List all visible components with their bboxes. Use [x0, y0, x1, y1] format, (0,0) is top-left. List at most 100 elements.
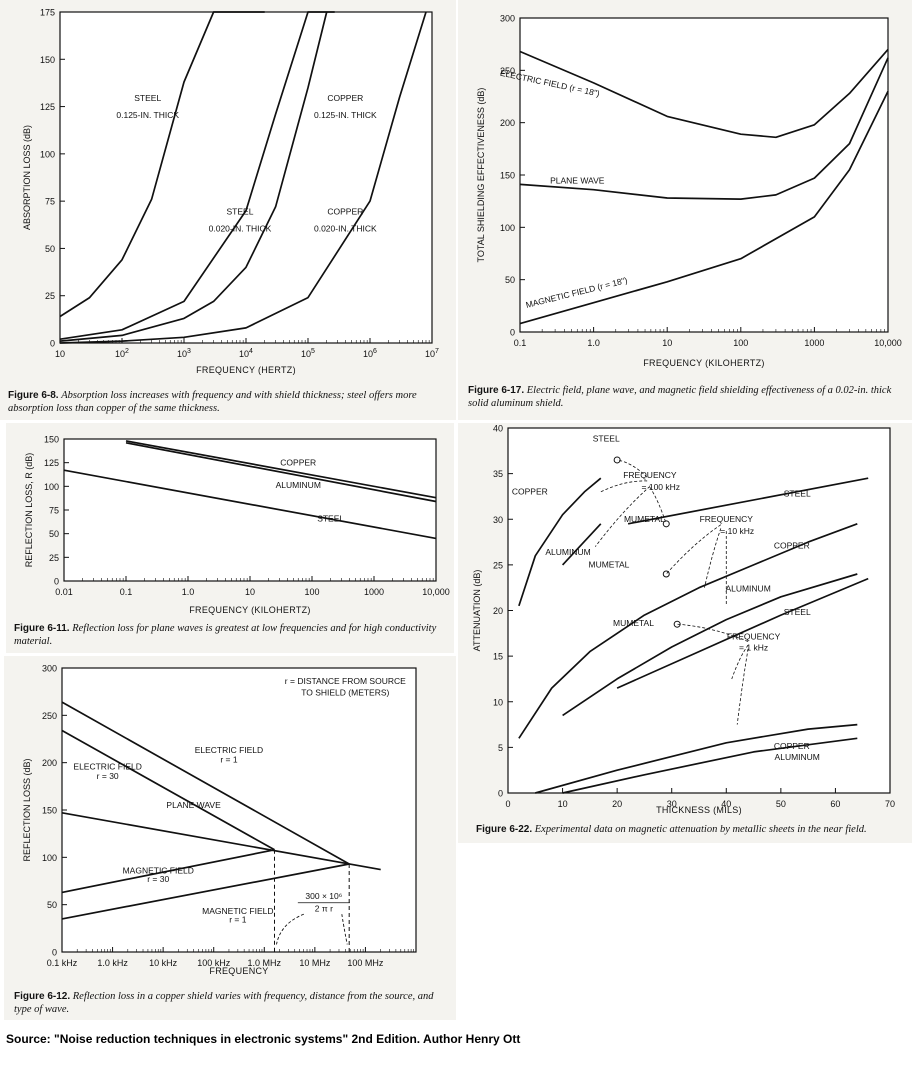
dashed-connector	[736, 648, 749, 725]
curve-label: COPPER	[327, 206, 363, 216]
series-line-3	[518, 523, 858, 739]
y-tick-label: 10	[493, 697, 503, 707]
curve-label: COPPER	[327, 93, 363, 103]
x-tick-label: 10,000	[874, 338, 902, 348]
x-tick-label: 10	[558, 799, 568, 809]
figure-6-17-panel: 0 50 100 150 200 250 300 0.1 1.0 10 100 1000 10,000 F…	[458, 0, 912, 420]
figure-6-17-chart: 0 50 100 150 200 250 300 0.1 1.0 10 100 1000 10,000 F…	[476, 14, 902, 369]
y-axis-label: REFLECTION LOSS, R (dB)	[24, 453, 34, 568]
curve-label: = 100 kHz	[642, 482, 681, 492]
curve-label: ELECTRIC FIELD	[73, 761, 142, 771]
figure-6-22-chart: 0 5 10 15 20 25 30 35 40 0 10 20 30 40 50 60 70 THICKNESS…	[472, 424, 895, 816]
y-tick-label: 50	[45, 244, 55, 254]
figure-6-8-chart: 0 25 50 75 100 125 150 175 10 102 103 104 105 106 107 F…	[22, 8, 439, 376]
figure-6-17-caption: Figure 6-17. Electric field, plane wave,…	[468, 384, 904, 410]
figure-6-17-caption-text: Electric field, plane wave, and magnetic…	[468, 385, 892, 409]
x-tick-label: 50	[776, 799, 786, 809]
y-tick-label: 50	[505, 275, 515, 285]
series-line-3	[59, 11, 427, 344]
x-tick-label: 40	[721, 799, 731, 809]
x-tick-label: 10 kHz	[149, 958, 178, 968]
y-tick-label: 20	[493, 606, 503, 616]
formula-arrow	[276, 913, 305, 945]
figure-6-12-caption: Figure 6-12. Reflection loss in a copper…	[14, 990, 450, 1016]
y-tick-label: 100	[42, 853, 57, 863]
series-line-4	[61, 863, 350, 920]
y-tick-label: 100	[40, 149, 55, 159]
x-tick-label: 1.0	[182, 587, 195, 597]
y-tick-label: 0	[52, 948, 57, 958]
curve-label: COPPER	[774, 741, 810, 751]
figure-6-22-label: Figure 6-22.	[476, 824, 533, 835]
curve-label: 0.125-IN. THICK	[116, 110, 179, 120]
y-tick-label: 0	[498, 789, 503, 799]
x-tick-label: 0.1	[514, 338, 527, 348]
curve-label: FREQUENCY	[700, 514, 754, 524]
x-axis-label: FREQUENCY (HERTZ)	[196, 365, 296, 375]
series-line-1	[125, 441, 437, 503]
dashed-connector	[594, 486, 651, 547]
series-line-2	[59, 11, 328, 342]
dashed-connector	[731, 644, 749, 680]
plot-area	[59, 11, 433, 344]
y-tick-label: 75	[45, 197, 55, 207]
figure-6-8-caption-text: Absorption loss increases with frequency…	[8, 390, 417, 414]
y-tick-label: 15	[493, 652, 503, 662]
series-line-1	[561, 523, 602, 566]
curve-label: ALUMINUM	[276, 480, 321, 490]
x-tick-label: 10	[245, 587, 255, 597]
curve-label: = 10 kHz	[720, 526, 754, 536]
x-axis-label: THICKNESS (MILS)	[656, 805, 742, 815]
curve-label: COPPER	[280, 458, 316, 468]
y-tick-label: 175	[40, 8, 55, 18]
curve-label: STEEL	[317, 513, 344, 523]
curve-label: MAGNETIC FIELD	[202, 906, 273, 916]
series-line-2	[519, 90, 889, 325]
curve-label: MUMETAL	[613, 618, 654, 628]
series-line-1	[61, 729, 275, 851]
series-line-0	[518, 477, 602, 607]
figure-6-11-caption-text: Reflection loss for plane waves is great…	[14, 623, 437, 647]
y-tick-label: 50	[49, 529, 59, 539]
figure-6-17-label: Figure 6-17.	[468, 385, 525, 396]
figure-6-22-caption-text: Experimental data on magnetic attenuatio…	[534, 824, 867, 835]
y-tick-label: 150	[40, 55, 55, 65]
y-tick-label: 25	[49, 553, 59, 563]
formula-numerator: 300 × 10⁶	[305, 891, 342, 901]
dashed-connector	[704, 528, 722, 588]
x-tick-label: 1.0	[587, 338, 600, 348]
x-tick-label: 105	[301, 348, 315, 359]
curve-label: ELECTRIC FIELD	[195, 745, 264, 755]
x-tick-label: 106	[363, 348, 377, 359]
series-line-6	[535, 723, 858, 794]
curve-label: COPPER	[774, 540, 810, 550]
series-line-1	[519, 57, 889, 200]
x-tick-label: 70	[885, 799, 895, 809]
y-tick-label: 300	[42, 664, 57, 674]
x-axis-label: FREQUENCY (KILOHERTZ)	[189, 605, 310, 615]
figure-6-8-panel: 0 25 50 75 100 125 150 175 10 102 103 104 105 106 107 F…	[0, 0, 456, 420]
series-line-3	[61, 848, 275, 894]
series-line-2	[627, 477, 869, 525]
series-line-0	[519, 48, 889, 139]
figure-6-11-label: Figure 6-11.	[14, 623, 70, 634]
x-tick-label: 0	[505, 799, 510, 809]
curve-label: ALUMINUM	[775, 752, 820, 762]
x-tick-label: 0.1 kHz	[47, 958, 78, 968]
figure-6-22-panel: 0 5 10 15 20 25 30 35 40 0 10 20 30 40 50 60 70 THICKNESS…	[458, 423, 912, 843]
dashed-connector	[677, 623, 749, 642]
dashed-connector	[617, 459, 648, 478]
x-tick-label: 103	[177, 348, 191, 359]
x-tick-label: 10,000	[422, 587, 450, 597]
y-tick-label: 50	[47, 900, 57, 910]
x-tick-label: 1.0 MHz	[248, 958, 282, 968]
x-tick-label: 100	[304, 587, 319, 597]
x-tick-label: 102	[115, 348, 129, 359]
curve-label: r = 30	[97, 771, 119, 781]
x-tick-label: 1.0 kHz	[97, 958, 128, 968]
x-axis-label: FREQUENCY (KILOHERTZ)	[643, 358, 764, 368]
y-tick-label: 150	[44, 435, 59, 445]
y-tick-label: 0	[54, 577, 59, 587]
y-axis-label: REFLECTION LOSS (dB)	[22, 758, 32, 861]
y-tick-label: 40	[493, 424, 503, 434]
